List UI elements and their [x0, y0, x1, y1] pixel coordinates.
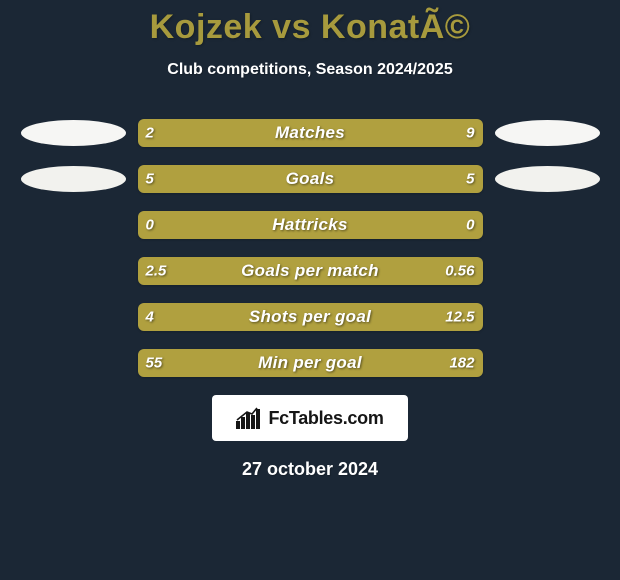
- logo-box[interactable]: FcTables.com: [212, 395, 408, 441]
- team-badge-right: [495, 120, 600, 146]
- stat-bar: Goals per match2.5 0.56: [138, 257, 483, 285]
- bar-value-right: 0: [466, 217, 474, 234]
- stat-row: Hattricks0 0: [0, 211, 620, 239]
- bar-value-left: 55: [146, 355, 163, 372]
- team-badge-left: [21, 166, 126, 192]
- bar-value-left: 5: [146, 171, 154, 188]
- stat-row: Matches2 9: [0, 119, 620, 147]
- bar-value-left: 0: [146, 217, 154, 234]
- stat-bar: Shots per goal4 12.5: [138, 303, 483, 331]
- stat-row: Shots per goal4 12.5: [0, 303, 620, 331]
- team-badge-left: [21, 120, 126, 146]
- stat-row: Goals5 5: [0, 165, 620, 193]
- stat-row: Goals per match2.5 0.56: [0, 257, 620, 285]
- subtitle: Club competitions, Season 2024/2025: [0, 61, 620, 79]
- bar-value-left: 4: [146, 309, 154, 326]
- date-label: 27 october 2024: [0, 459, 620, 480]
- bar-label: Matches: [138, 123, 483, 143]
- bar-label: Goals: [138, 169, 483, 189]
- bar-value-left: 2.5: [146, 263, 167, 280]
- bar-label: Min per goal: [138, 353, 483, 373]
- page-title: Kojzek vs KonatÃ©: [0, 8, 620, 47]
- bar-chart-icon: [236, 407, 262, 429]
- stat-bar: Min per goal55 182: [138, 349, 483, 377]
- bar-value-left: 2: [146, 125, 154, 142]
- comparison-container: Kojzek vs KonatÃ© Club competitions, Sea…: [0, 0, 620, 580]
- bar-label: Hattricks: [138, 215, 483, 235]
- bar-label: Goals per match: [138, 261, 483, 281]
- bar-value-right: 5: [466, 171, 474, 188]
- stat-row: Min per goal55 182: [0, 349, 620, 377]
- bar-value-right: 0.56: [445, 263, 474, 280]
- stat-bar: Matches2 9: [138, 119, 483, 147]
- team-badge-right: [495, 166, 600, 192]
- bars-root: Matches29Goals55Hattricks00Goals per mat…: [0, 119, 620, 377]
- logo-text: FcTables.com: [268, 408, 383, 429]
- stat-bar: Goals5 5: [138, 165, 483, 193]
- bar-value-right: 182: [449, 355, 474, 372]
- stat-bar: Hattricks0 0: [138, 211, 483, 239]
- bar-label: Shots per goal: [138, 307, 483, 327]
- bar-value-right: 12.5: [445, 309, 474, 326]
- bar-value-right: 9: [466, 125, 474, 142]
